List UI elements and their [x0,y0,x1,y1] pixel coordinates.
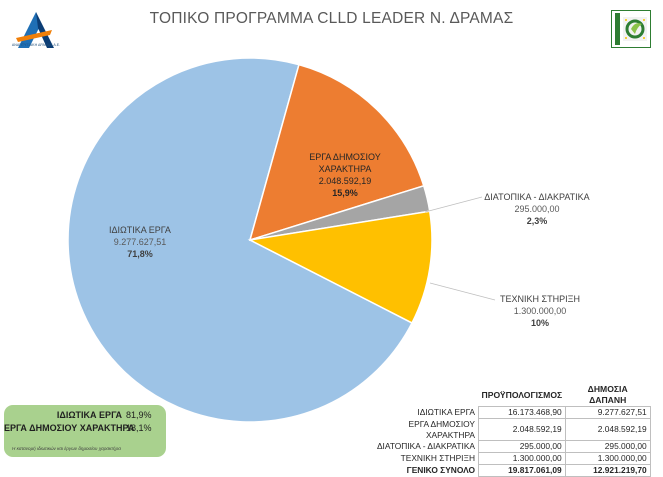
budget-table: ΠΡΟΫΠΟΛΟΓΙΣΜΟΣ ΔΗΜΟΣΙΑ ΔΑΠΑΝΗ ΙΔΙΩΤΙΚΑ Ε… [362,384,651,477]
slice-label-private: ΙΔΙΩΤΙΚΑ ΕΡΓΑ 9.277.627,51 71,8% [85,224,195,260]
column-header-budget: ΠΡΟΫΠΟΛΟΓΙΣΜΟΣ [478,384,566,407]
label-name: ΤΕΧΝΙΚΗ ΣΤΗΡΙΞΗ [500,294,580,304]
summary-label: ΕΡΓΑ ΔΗΜΟΣΙΟΥ ΧΑΡΑΚΤΗΡΑ [4,423,135,433]
label-name: ΔΙΑΤΟΠΙΚΑ - ΔΙΑΚΡΑΤΙΚΑ [484,192,590,202]
slice-label-public: ΕΡΓΑ ΔΗΜΟΣΙΟΥ ΧΑΡΑΚΤΗΡΑ 2.048.592,19 15,… [290,151,400,199]
cell-budget: 295.000,00 [478,440,566,453]
cell-public: 1.300.000,00 [564,452,651,465]
row-label: ΤΕΧΝΙΚΗ ΣΤΗΡΙΞΗ [400,453,475,463]
label-percent: 15,9% [332,188,358,198]
summary-row-private: ΙΔΙΩΤΙΚΑ ΕΡΓΑ 81,9% [4,410,166,420]
row-label: ΔΙΑΤΟΠΙΚΑ - ΔΙΑΚΡΑΤΙΚΑ [376,441,475,451]
row-label: ΙΔΙΩΤΙΚΑ ΕΡΓΑ [417,407,475,417]
label-name: ΕΡΓΑ ΔΗΜΟΣΙΟΥ [309,152,381,162]
label-value: 9.277.627,51 [113,237,167,247]
label-value: 2.048.592,19 [318,176,372,186]
slice-label-transnational: ΔΙΑΤΟΠΙΚΑ - ΔΙΑΚΡΑΤΙΚΑ 295.000,00 2,3% [472,191,602,227]
summary-value: 18,1% [126,423,152,433]
summary-row-public: ΕΡΓΑ ΔΗΜΟΣΙΟΥ ΧΑΡΑΚΤΗΡΑ18,1% [4,423,166,433]
chart-title: ΤΟΠΙΚΟ ΠΡΟΓΡΑΜΜΑ CLLD LEADER Ν. ΔΡΑΜΑΣ [149,10,514,27]
label-percent: 71,8% [127,249,153,259]
pie-slice-public [248,63,425,242]
leader-line-technical [429,282,496,301]
pie-slice-technical [247,210,433,324]
total-label: ΓΕΝΙΚΟ ΣΥΝΟΛΟ [406,465,475,475]
leader-eu-logo-icon [611,10,651,48]
label-name: ΙΔΙΩΤΙΚΑ ΕΡΓΑ [109,225,171,235]
logo-caption: ΑΝΑΠΤΥΞΙΑΚΗ ΔΡΑΜΑΣ Α.Ε. [11,43,61,47]
cell-public: 9.277.627,51 [564,406,651,419]
table-row: ΤΕΧΝΙΚΗ ΣΤΗΡΙΞΗ 1.300.000,00 1.300.000,0… [362,452,651,465]
cell-budget: 1.300.000,00 [478,452,566,465]
table-header-row: ΠΡΟΫΠΟΛΟΓΙΣΜΟΣ ΔΗΜΟΣΙΑ ΔΑΠΑΝΗ [362,384,651,407]
summary-value: 81,9% [126,410,152,420]
cell-budget: 2.048.592,19 [478,418,566,441]
cell-budget: 16.173.468,90 [478,406,566,419]
leader-line-transnational [424,196,483,213]
cell-public: 295.000,00 [564,440,651,453]
summary-label: ΙΔΙΩΤΙΚΑ ΕΡΓΑ [56,410,122,420]
table-row: ΙΔΙΩΤΙΚΑ ΕΡΓΑ 16.173.468,90 9.277.627,51 [362,406,651,419]
row-label: ΕΡΓΑ ΔΗΜΟΣΙΟΥ ΧΑΡΑΚΤΗΡΑ [408,418,475,440]
table-row: ΔΙΑΤΟΠΙΚΑ - ΔΙΑΚΡΑΤΙΚΑ 295.000,00 295.00… [362,440,651,453]
slice-label-technical: ΤΕΧΝΙΚΗ ΣΤΗΡΙΞΗ 1.300.000,00 10% [480,293,600,329]
label-name: ΧΑΡΑΚΤΗΡΑ [318,164,372,174]
column-header-public: ΔΗΜΟΣΙΑ ΔΑΠΑΝΗ [565,384,651,407]
table-row: ΕΡΓΑ ΔΗΜΟΣΙΟΥ ΧΑΡΑΚΤΗΡΑ 2.048.592,19 2.0… [362,418,651,441]
label-percent: 2,3% [526,216,548,226]
label-value: 295.000,00 [514,204,560,214]
pie-slice-private [67,57,414,423]
summary-box: ΙΔΙΩΤΙΚΑ ΕΡΓΑ 81,9% ΕΡΓΑ ΔΗΜΟΣΙΟΥ ΧΑΡΑΚΤΗ… [4,405,166,457]
anaptyxiaki-dramas-logo-icon [16,12,54,48]
summary-note: Η κατανομή ιδιωτικών και έργων δημοσίου … [12,446,121,451]
cell-public: 2.048.592,19 [564,418,651,441]
label-value: 1.300.000,00 [513,306,567,316]
label-percent: 10% [530,318,549,328]
